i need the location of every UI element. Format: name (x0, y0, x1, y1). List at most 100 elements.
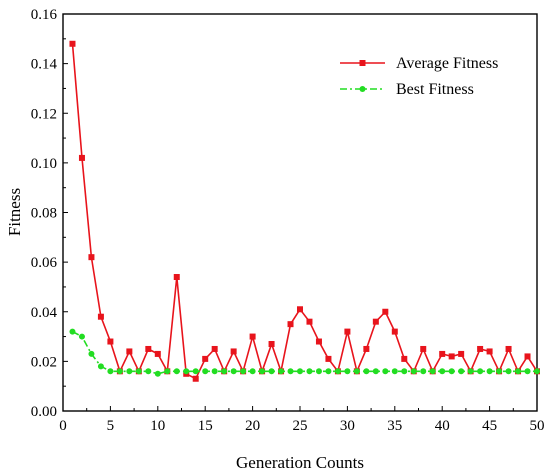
axes: 0 5 10 15 20 25 30 35 40 45 50 0.00 0.02 0.04 0.06 0.08… (31, 7, 545, 434)
data-point (448, 368, 455, 375)
data-point (88, 254, 95, 261)
data-point (505, 345, 512, 352)
data-point (477, 345, 484, 352)
y-tick-label: 0.14 (31, 57, 58, 73)
data-point (505, 368, 512, 375)
data-point (410, 368, 417, 375)
data-point (126, 348, 133, 355)
data-point (306, 318, 313, 325)
y-tick-label: 0.06 (31, 255, 58, 271)
data-point (107, 368, 114, 375)
data-point (78, 333, 85, 340)
data-point (353, 368, 360, 375)
data-point (221, 368, 228, 375)
legend-marker (359, 60, 366, 66)
data-point (467, 368, 474, 375)
data-point (268, 341, 275, 348)
data-point (429, 368, 436, 375)
data-point (401, 355, 408, 362)
data-point (88, 350, 95, 357)
data-point (287, 321, 294, 328)
x-tick-label: 50 (530, 418, 545, 434)
data-point (486, 368, 493, 375)
data-point (107, 338, 114, 345)
data-point (448, 353, 455, 360)
data-point (496, 368, 503, 375)
data-point (344, 328, 351, 335)
data-point (249, 368, 256, 375)
data-point (230, 348, 237, 355)
data-point (297, 306, 303, 313)
data-point (69, 40, 76, 47)
data-point (325, 355, 332, 362)
data-point (230, 368, 237, 375)
data-point (154, 370, 161, 377)
series-layer (69, 40, 540, 382)
legend-label: Best Fitness (396, 81, 474, 98)
x-tick-label: 20 (245, 418, 260, 434)
data-point (173, 368, 180, 375)
data-point (268, 368, 275, 375)
y-tick-label: 0.16 (31, 7, 58, 23)
data-point (69, 328, 76, 335)
data-point (401, 368, 408, 375)
y-tick-label: 0.10 (31, 156, 57, 172)
data-point (315, 338, 322, 345)
data-point (391, 328, 398, 335)
data-point (477, 368, 484, 375)
x-axis-title: Generation Counts (236, 453, 364, 472)
x-tick-label: 0 (59, 418, 67, 434)
data-point (240, 368, 247, 375)
data-point (97, 363, 104, 370)
data-point (334, 368, 341, 375)
x-tick-label: 5 (107, 418, 115, 434)
legend: Average Fitness Best Fitness (340, 55, 498, 98)
y-tick-label: 0.02 (31, 354, 57, 370)
data-point (287, 368, 294, 375)
data-point (164, 368, 171, 375)
data-point (211, 345, 218, 352)
data-point (382, 368, 389, 375)
data-point (439, 350, 446, 357)
data-point (97, 313, 104, 320)
data-point (524, 353, 531, 360)
data-point (344, 368, 351, 375)
data-point (325, 368, 332, 375)
data-point (524, 368, 531, 375)
data-point (458, 368, 465, 375)
y-tick-label: 0.00 (31, 404, 57, 420)
data-point (116, 368, 123, 375)
data-point (391, 368, 398, 375)
data-point (486, 348, 493, 355)
x-tick-label: 25 (293, 418, 308, 434)
data-point (135, 368, 142, 375)
y-axis-title: Fitness (5, 188, 24, 236)
data-point (173, 274, 180, 281)
data-point (202, 368, 209, 375)
data-point (192, 368, 199, 375)
data-point (372, 318, 379, 325)
data-point (259, 368, 266, 375)
data-point (439, 368, 446, 375)
data-point (315, 368, 322, 375)
y-tick-label: 0.04 (31, 305, 58, 321)
y-tick-label: 0.12 (31, 106, 57, 122)
data-point (183, 368, 190, 375)
x-tick-label: 45 (482, 418, 497, 434)
data-point (306, 368, 313, 375)
data-point (211, 368, 218, 375)
data-point (420, 368, 427, 375)
data-point (202, 355, 209, 362)
x-tick-label: 30 (340, 418, 355, 434)
data-point (78, 154, 85, 161)
x-tick-label: 15 (198, 418, 213, 434)
data-point (458, 350, 465, 357)
data-point (192, 375, 199, 382)
legend-marker (359, 86, 366, 92)
data-point (297, 368, 303, 375)
data-point (534, 368, 540, 375)
series-line-best-fitness (72, 330, 537, 375)
data-point (515, 368, 522, 375)
x-tick-label: 10 (150, 418, 165, 434)
data-point (363, 345, 370, 352)
